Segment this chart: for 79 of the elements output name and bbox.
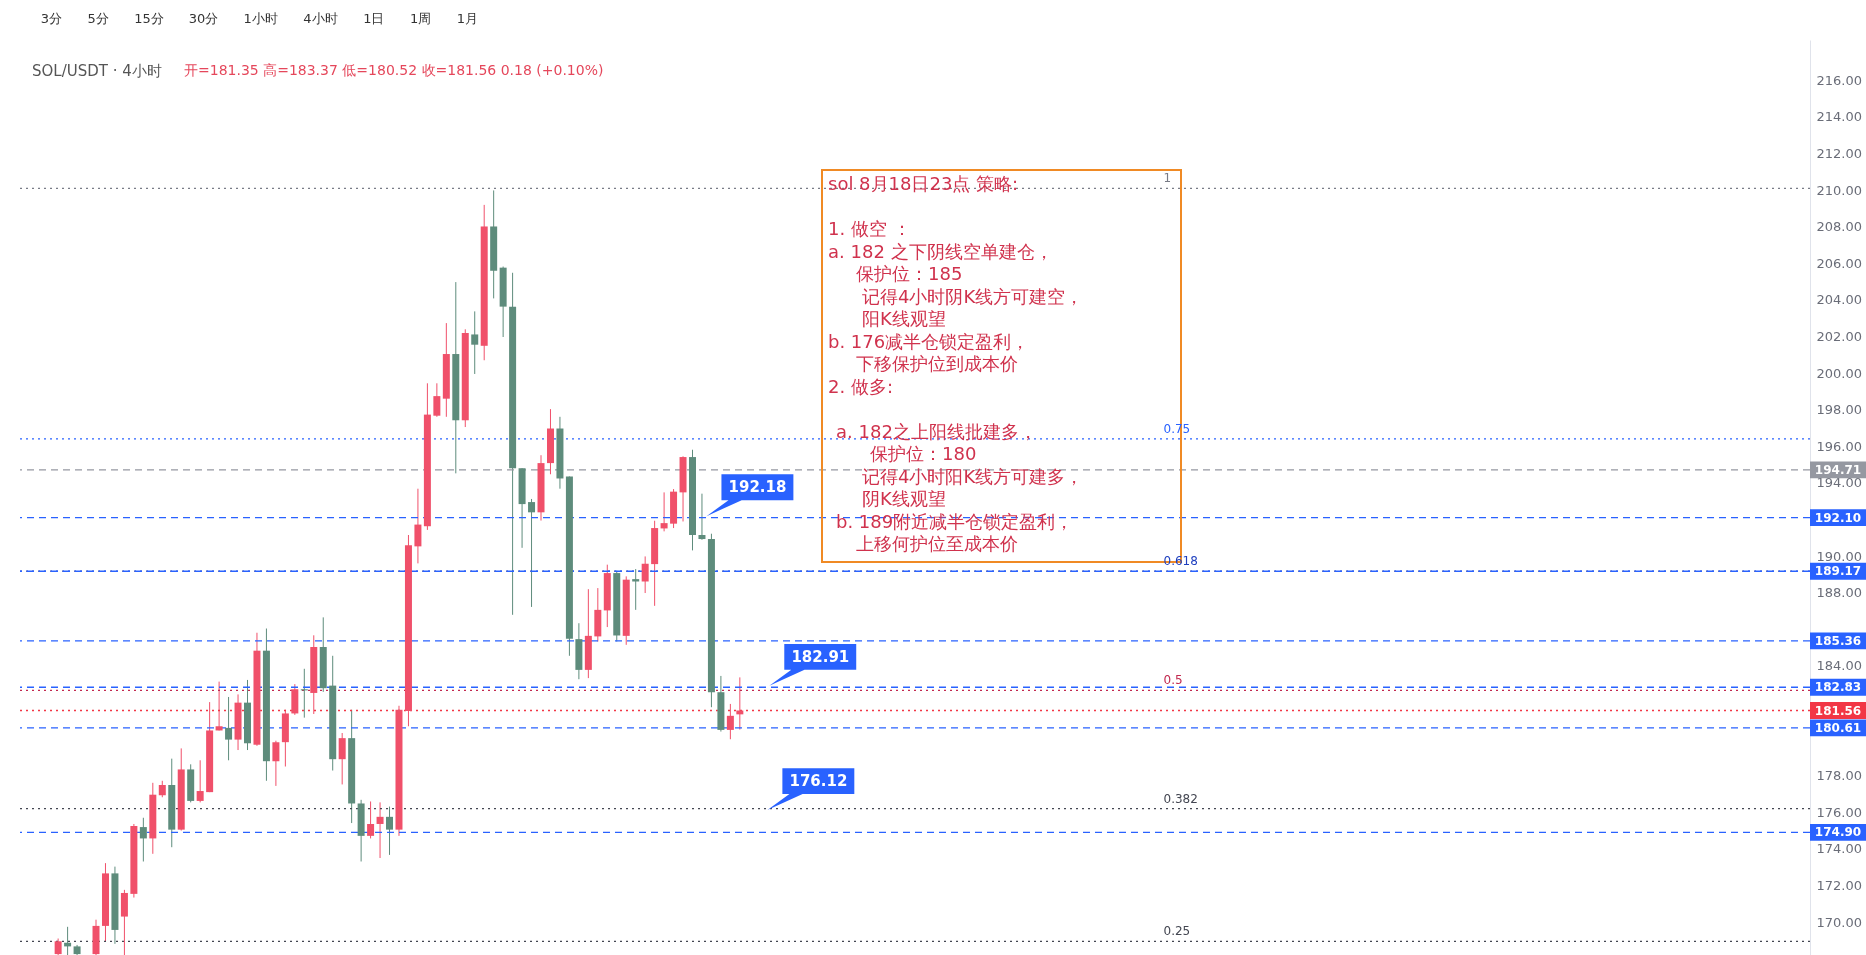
annotation: sol 8月18日23点 策略:	[828, 173, 1019, 194]
candlestick	[338, 732, 346, 785]
y-tick-label: 174.00	[1816, 841, 1862, 857]
annotation: b. 176减半仓锁定盈利，	[828, 330, 1030, 352]
y-tick-label: 208.00	[1816, 219, 1862, 235]
candlestick	[215, 681, 223, 731]
candlestick	[414, 488, 422, 564]
y-tick-label: 216.00	[1816, 72, 1862, 88]
annotation: 176.12	[789, 772, 848, 791]
text: 30分	[188, 11, 219, 26]
candlestick	[433, 382, 441, 418]
text: 4小时	[303, 11, 338, 26]
y-tick-label: 194.00	[1816, 475, 1862, 491]
y-tick-label: 214.00	[1816, 109, 1862, 125]
annotation: a. 182 之下阴线空单建仓，	[828, 240, 1053, 262]
ref-line-label: 185.36	[1814, 633, 1862, 648]
annotation: 0.382	[1163, 791, 1198, 806]
y-tick-label: 202.00	[1816, 328, 1862, 344]
candlestick	[660, 491, 668, 532]
y-tick-label: 188.00	[1816, 585, 1862, 601]
text: 15分	[134, 11, 164, 26]
y-tick-label: 210.00	[1816, 182, 1862, 198]
annotation: 下移保护位到成本价	[856, 353, 1018, 374]
annotation: 192.18	[728, 478, 787, 497]
text: 5分	[87, 11, 109, 26]
candlestick	[471, 310, 479, 375]
ref-line-label: 180.61	[1814, 720, 1862, 735]
y-tick-label: 212.00	[1816, 145, 1862, 161]
annotation: 阳K线观望	[862, 308, 946, 329]
candlestick	[367, 800, 375, 839]
annotation: 1	[1163, 171, 1172, 186]
candlestick	[196, 759, 204, 803]
ref-line-label: 194.71	[1814, 462, 1862, 477]
candlestick	[376, 801, 384, 859]
annotation: 0.25	[1163, 924, 1191, 939]
ref-line-label: 181.56	[1814, 703, 1862, 718]
annotation: 保护位：185	[856, 263, 963, 284]
candlestick	[120, 889, 128, 955]
text: SOL/USDT · 4小时	[32, 62, 162, 80]
annotation: 182.91	[791, 647, 850, 666]
annotation: 保护位：180	[870, 443, 977, 464]
y-tick-label: 172.00	[1816, 877, 1862, 893]
y-tick-label: 170.00	[1816, 914, 1862, 930]
text: 1周	[409, 11, 432, 26]
annotation: 1. 做空 ：	[828, 218, 911, 239]
y-tick-label: 206.00	[1816, 255, 1862, 271]
ref-line-label: 192.10	[1814, 510, 1862, 525]
text: 1小时	[243, 11, 278, 26]
ref-line-label: 182.83	[1814, 680, 1862, 695]
text: 1月	[456, 11, 479, 26]
candlestick	[225, 696, 233, 761]
candlestick	[726, 703, 734, 740]
annotation: 0.5	[1163, 673, 1183, 688]
candlestick	[641, 555, 649, 594]
annotation: 记得4小时阴K线方可建空，	[862, 285, 1084, 307]
text: 3分	[40, 11, 63, 26]
y-tick-label: 190.00	[1816, 548, 1862, 564]
y-tick-label: 200.00	[1816, 365, 1862, 381]
annotation: 2. 做多:	[828, 375, 893, 397]
candlestick	[528, 498, 536, 608]
ref-line-label: 189.17	[1814, 564, 1862, 579]
y-tick-label: 176.00	[1816, 804, 1862, 820]
text: 开=181.35 高=183.37 低=180.52 收=181.56 0.18 (+0.10%)	[184, 62, 604, 78]
y-tick-label: 204.00	[1816, 292, 1862, 308]
candlestick	[386, 806, 394, 856]
annotation: 记得4小时阳K线方可建多，	[862, 465, 1084, 487]
annotation: 阴K线观望	[862, 488, 946, 509]
annotation: 上移何护位至成本价	[856, 533, 1018, 554]
y-tick-label: 198.00	[1816, 402, 1862, 418]
y-tick-label: 178.00	[1816, 768, 1862, 784]
candlestick	[272, 740, 280, 787]
annotation: a. 182之上阳线批建多，	[836, 420, 1037, 442]
y-tick-label: 184.00	[1816, 658, 1862, 674]
ref-line-label: 174.90	[1814, 825, 1862, 840]
y-tick-label: 196.00	[1816, 438, 1862, 454]
candlestick	[698, 493, 706, 541]
candlestick	[139, 817, 147, 862]
text: 1日	[363, 11, 385, 26]
annotation: 0.618	[1163, 554, 1198, 569]
